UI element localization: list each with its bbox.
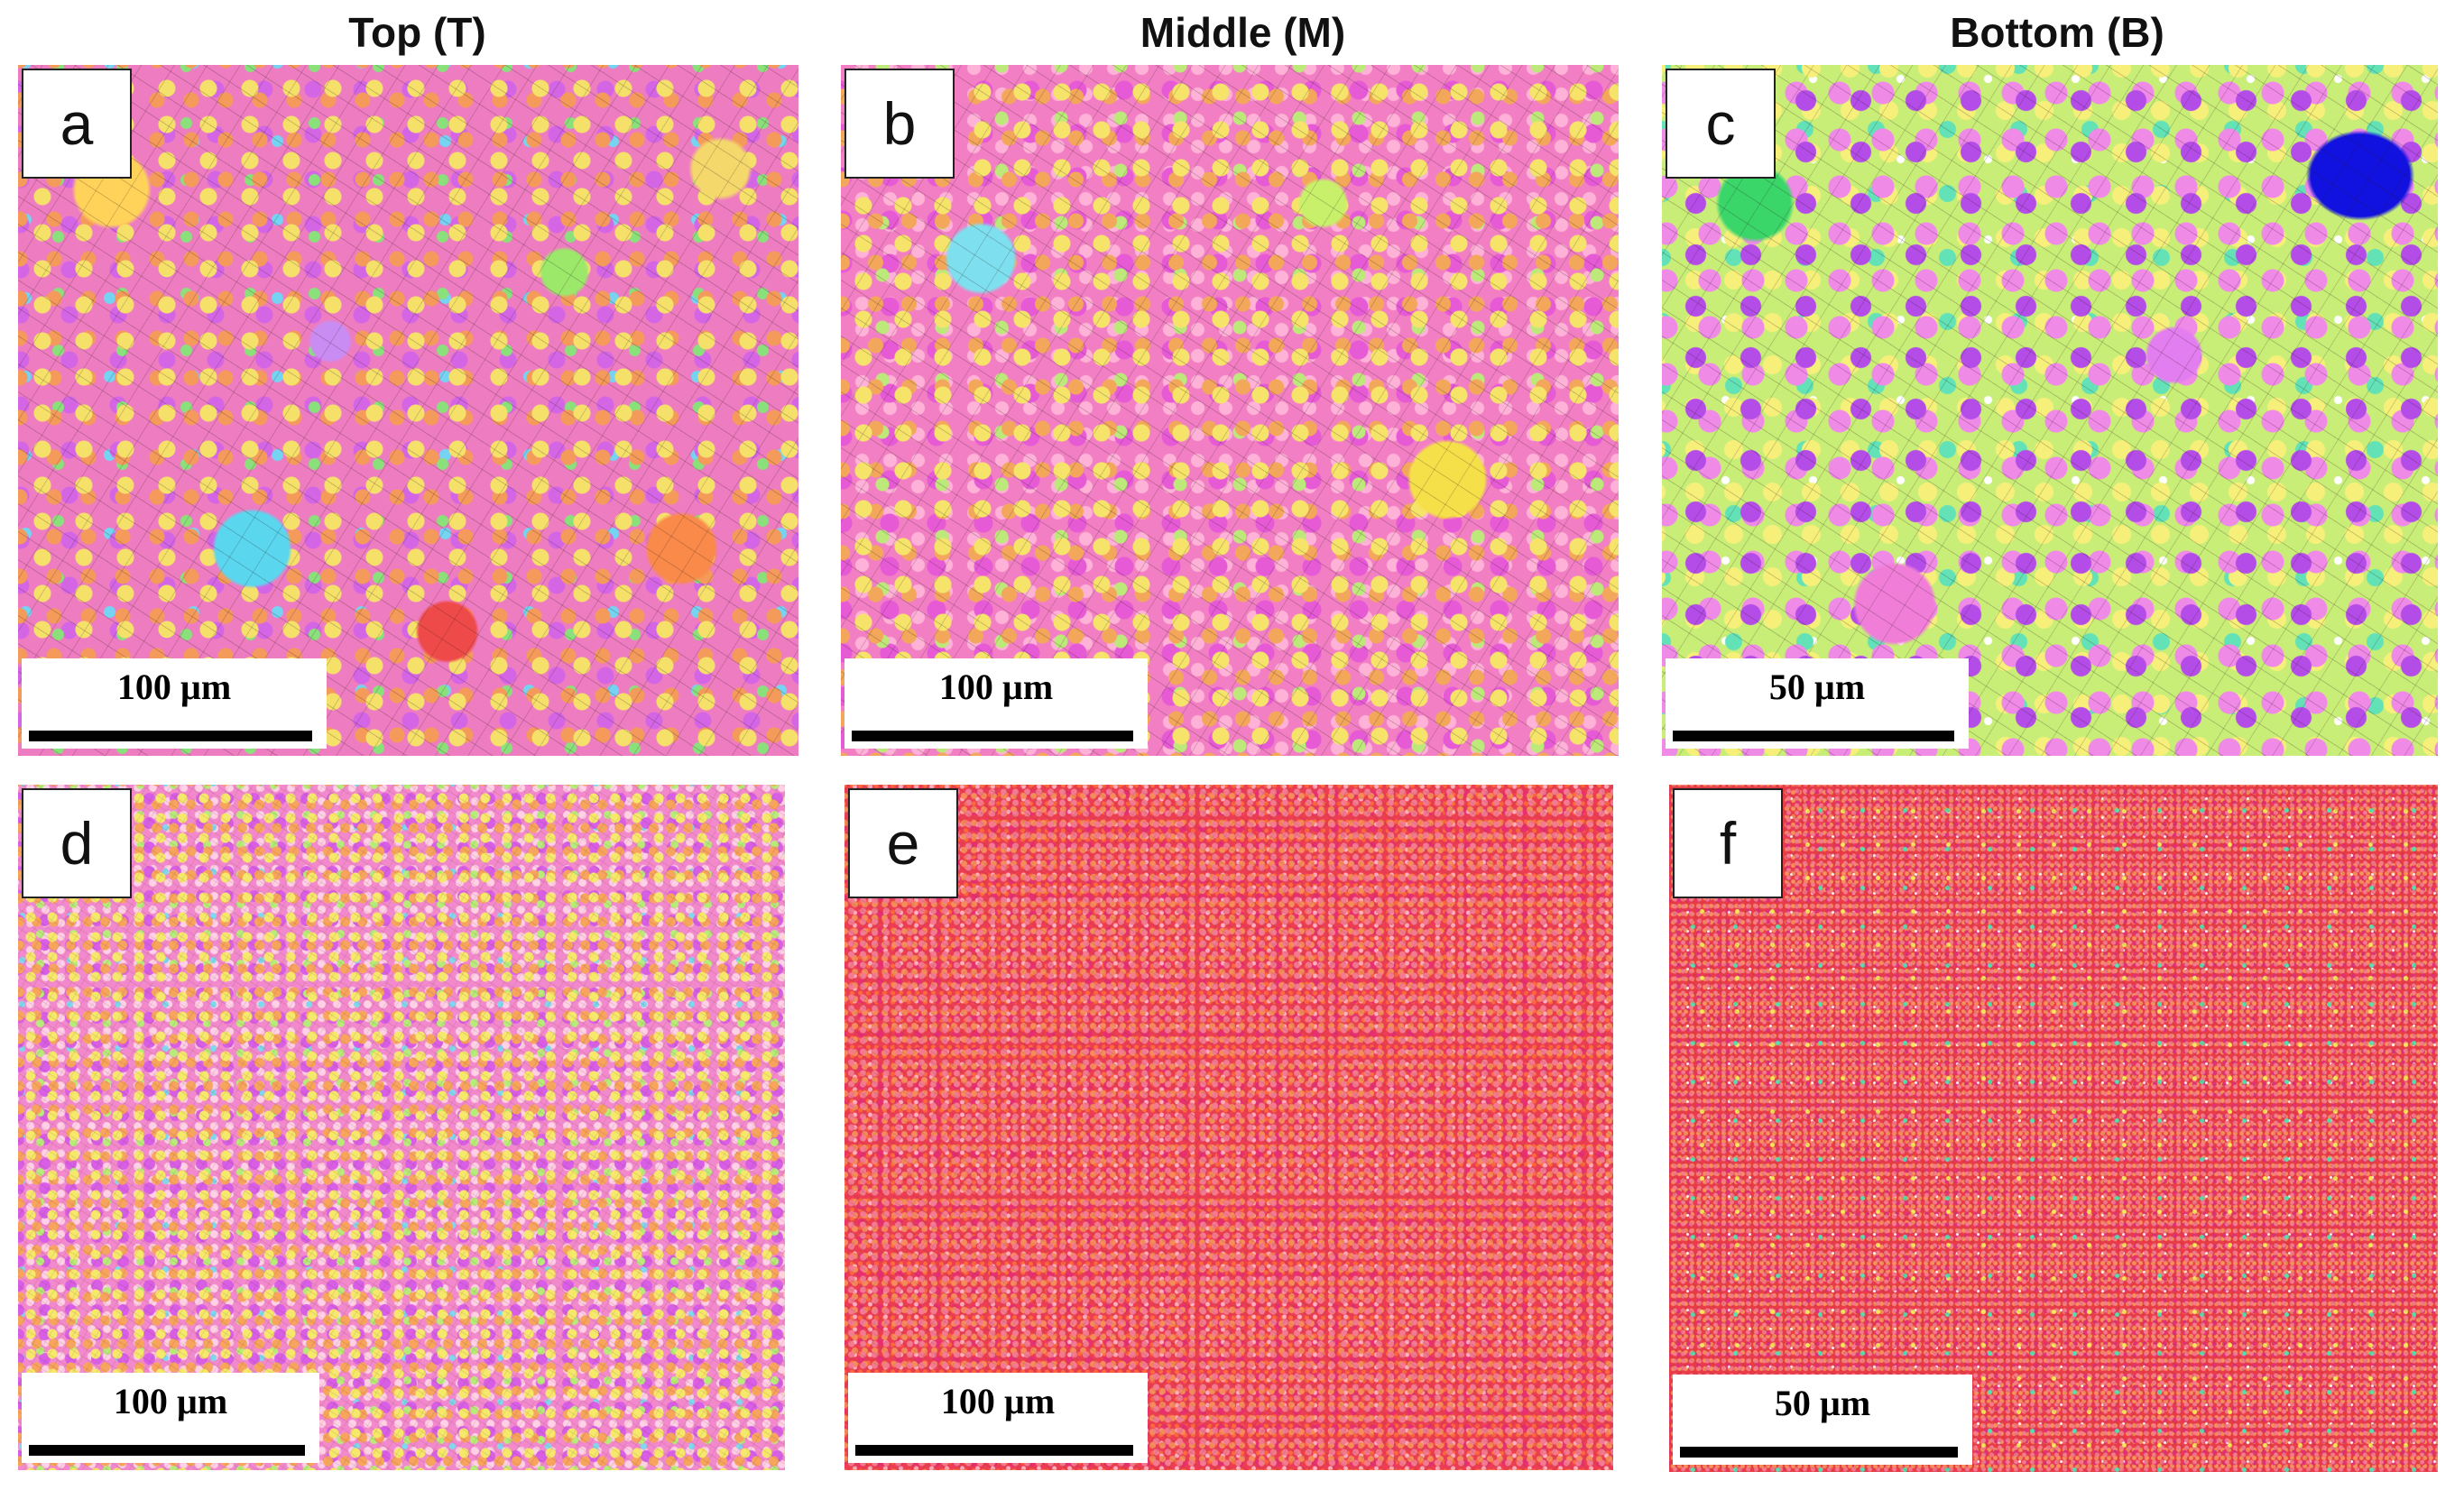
panel-label: c (1666, 69, 1776, 179)
scale-bar-label: 50 µm (1774, 1383, 1871, 1423)
scale-bar-label: 100 µm (938, 667, 1054, 707)
scale-bar-label: 100 µm (113, 1381, 228, 1421)
ebsd-map-panel-c: c 50 µm (1662, 65, 2438, 756)
panel-label: b (844, 69, 955, 179)
scale-bar (855, 1445, 1133, 1456)
column-title-middle: Middle (M) (1140, 9, 1346, 56)
ebsd-map-panel-e: e 100 µm (844, 785, 1613, 1470)
scale-bar (1673, 731, 1954, 741)
scale-bar-box: 50 µm (1666, 658, 1969, 749)
scale-bar-box: 100 µm (22, 658, 327, 749)
scale-bar (29, 1445, 305, 1456)
panel-label: f (1673, 788, 1783, 898)
scale-bar (852, 731, 1133, 741)
scale-bar-label: 100 µm (116, 667, 232, 707)
panel-label: a (22, 69, 132, 179)
scale-bar-label: 100 µm (940, 1381, 1056, 1421)
scale-bar-box: 100 µm (848, 1373, 1148, 1463)
scale-bar-box: 100 µm (22, 1373, 319, 1463)
scale-bar-label: 50 µm (1768, 667, 1866, 707)
panel-label: e (848, 788, 958, 898)
scale-bar (29, 731, 312, 741)
ebsd-map-panel-d: d 100 µm (18, 785, 785, 1470)
scale-bar (1680, 1447, 1958, 1458)
ebsd-map-panel-b: b 100 µm (841, 65, 1619, 756)
column-title-bottom: Bottom (B) (1950, 9, 2164, 56)
panel-label: d (22, 788, 132, 898)
ebsd-map-panel-f: f 50 µm (1669, 785, 2438, 1472)
scale-bar-box: 100 µm (844, 658, 1148, 749)
scale-bar-box: 50 µm (1673, 1375, 1972, 1465)
ebsd-map-panel-a: a 100 µm (18, 65, 798, 756)
column-title-top: Top (T) (348, 9, 486, 56)
